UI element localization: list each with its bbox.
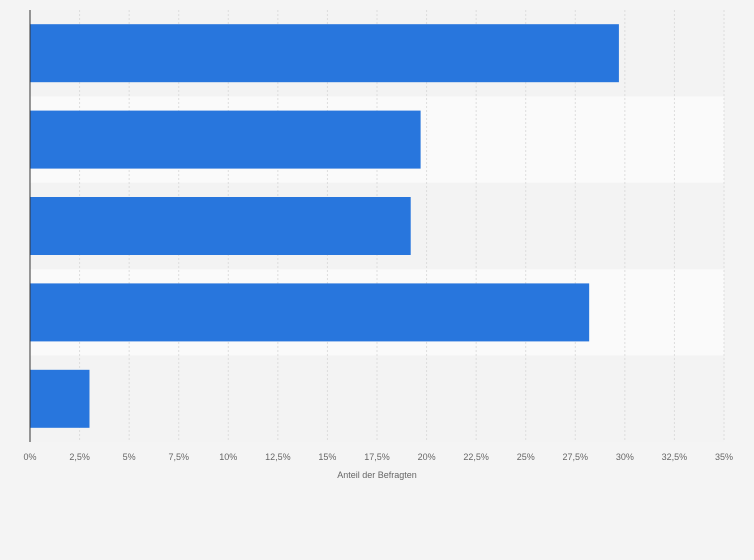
x-tick-label: 27,5% (563, 452, 589, 462)
x-tick-label: 5% (123, 452, 136, 462)
x-axis-title: Anteil der Befragten (337, 470, 417, 480)
x-tick-label: 32,5% (662, 452, 688, 462)
x-tick-label: 0% (23, 452, 36, 462)
x-tick-label: 2,5% (69, 452, 90, 462)
x-tick-label: 35% (715, 452, 733, 462)
x-tick-label: 15% (318, 452, 336, 462)
x-tick-label: 25% (517, 452, 535, 462)
bar[interactable] (30, 197, 411, 255)
x-tick-label: 10% (219, 452, 237, 462)
x-tick-label: 20% (418, 452, 436, 462)
x-tick-label: 7,5% (168, 452, 189, 462)
bar[interactable] (30, 24, 619, 83)
bars (30, 24, 619, 428)
x-tick-label: 30% (616, 452, 634, 462)
x-tick-labels: 0% 2,5% 5% 7,5% 10% 12,5% 15% 17,5% 20% 22,5% 25% 2… (23, 452, 733, 462)
x-tick-label: 12,5% (265, 452, 291, 462)
x-tick-label: 22,5% (463, 452, 489, 462)
bar[interactable] (30, 110, 421, 169)
bar[interactable] (30, 283, 590, 342)
bar[interactable] (30, 369, 90, 428)
x-tick-label: 17,5% (364, 452, 390, 462)
